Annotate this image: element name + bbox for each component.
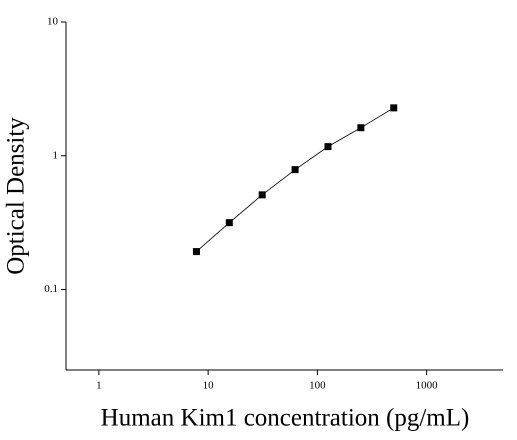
data-point [390, 104, 398, 112]
x-tick-label: 10 [203, 380, 215, 392]
x-tick-label: 1000 [416, 380, 439, 392]
data-point [357, 124, 365, 132]
data-point [291, 166, 299, 174]
data-point [225, 219, 233, 227]
x-tick-label: 100 [309, 380, 326, 392]
y-axis-title: Optical Density [3, 117, 30, 275]
y-tick-label: 0.1 [44, 283, 58, 295]
y-tick-label: 10 [47, 16, 59, 28]
x-axis-title: Human Kim1 concentration (pg/mL) [101, 405, 470, 432]
data-point [324, 143, 332, 151]
data-point [192, 248, 200, 256]
x-tick-label: 1 [96, 380, 102, 392]
y-tick-label: 1 [53, 149, 59, 161]
data-point [258, 191, 266, 199]
